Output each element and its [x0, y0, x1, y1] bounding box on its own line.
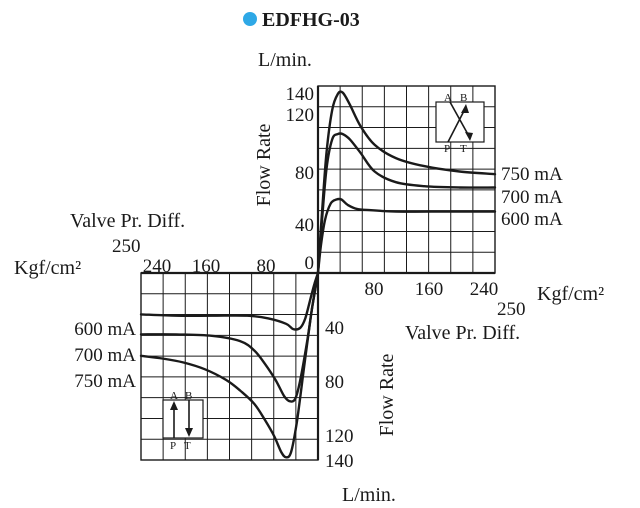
- upper-curve-600-ma: [316, 197, 497, 275]
- lower-y-tick-80: 80: [325, 372, 344, 393]
- left-x-unit: Kgf/cm²: [14, 257, 81, 279]
- upper-series-label-750: 750 mA: [501, 164, 563, 185]
- lower-symbol-port-p: P: [170, 440, 176, 452]
- lower-symbol-port-a: A: [170, 390, 178, 402]
- upper-y-tick-80: 80: [295, 163, 314, 184]
- right-x-label: Valve Pr. Diff.: [405, 322, 520, 344]
- lower-valve-symbol: A B P T: [162, 390, 204, 452]
- lower-y-tick-140: 140: [325, 451, 354, 472]
- upper-y-tick-140: 140: [286, 84, 315, 105]
- upper-y-label: Flow Rate: [253, 123, 275, 206]
- chart-title: EDFHG-03: [262, 9, 360, 31]
- lower-symbol-port-t: T: [184, 440, 191, 452]
- upper-y-tick-40: 40: [295, 215, 314, 236]
- title-bullet: [243, 12, 257, 26]
- left-x-label: Valve Pr. Diff.: [70, 210, 185, 232]
- lower-panel: A B P T: [139, 271, 320, 461]
- upper-symbol-port-a: A: [444, 92, 452, 104]
- upper-y-unit: L/min.: [258, 49, 312, 71]
- upper-series-label-700: 700 mA: [501, 187, 563, 208]
- upper-y-tick-0: 0: [305, 253, 315, 274]
- right-x-tick-240: 240: [470, 279, 499, 300]
- lower-series-label-600: 600 mA: [74, 319, 136, 340]
- lower-curve-750-ma: [139, 271, 320, 459]
- right-x-tick-80: 80: [365, 279, 384, 300]
- lower-y-tick-120: 120: [325, 426, 354, 447]
- left-x-end-250: 250: [112, 236, 141, 257]
- lower-symbol-box: [162, 399, 204, 439]
- lower-curves: [139, 271, 320, 459]
- upper-symbol-port-b: B: [460, 92, 467, 104]
- lower-series-label-750: 750 mA: [74, 371, 136, 392]
- upper-curve-700-ma: [316, 132, 497, 275]
- right-x-end-250: 250: [497, 299, 526, 320]
- lower-symbol-port-b: B: [185, 390, 192, 402]
- right-x-unit: Kgf/cm²: [537, 283, 604, 305]
- upper-symbol-arrowhead-t: [465, 132, 473, 141]
- upper-y-tick-120: 120: [286, 105, 315, 126]
- upper-symbol-box: [435, 101, 485, 143]
- upper-valve-symbol: A B P T: [435, 92, 485, 155]
- upper-symbol-arrow-at: [449, 101, 471, 139]
- lower-symbol-arrowhead-a: [170, 401, 178, 410]
- lower-series-label-700: 700 mA: [74, 345, 136, 366]
- lower-y-unit: L/min.: [342, 484, 396, 506]
- lower-curve-600-ma: [139, 271, 320, 331]
- right-x-tick-160: 160: [415, 279, 444, 300]
- upper-symbol-port-t: T: [460, 143, 467, 155]
- lower-y-label: Flow Rate: [376, 353, 398, 436]
- upper-symbol-arrowhead-b: [461, 104, 469, 113]
- left-x-tick-240: 240: [143, 256, 172, 277]
- upper-symbol-port-p: P: [444, 143, 450, 155]
- upper-panel: A B P T: [316, 85, 497, 275]
- left-x-tick-160: 160: [192, 256, 221, 277]
- upper-curve-750-ma: [316, 90, 497, 275]
- lower-symbol-arrowhead-t: [185, 428, 193, 437]
- upper-series-label-600: 600 mA: [501, 209, 563, 230]
- left-x-tick-80: 80: [257, 256, 276, 277]
- lower-y-tick-40: 40: [325, 318, 344, 339]
- upper-curves: [316, 90, 497, 275]
